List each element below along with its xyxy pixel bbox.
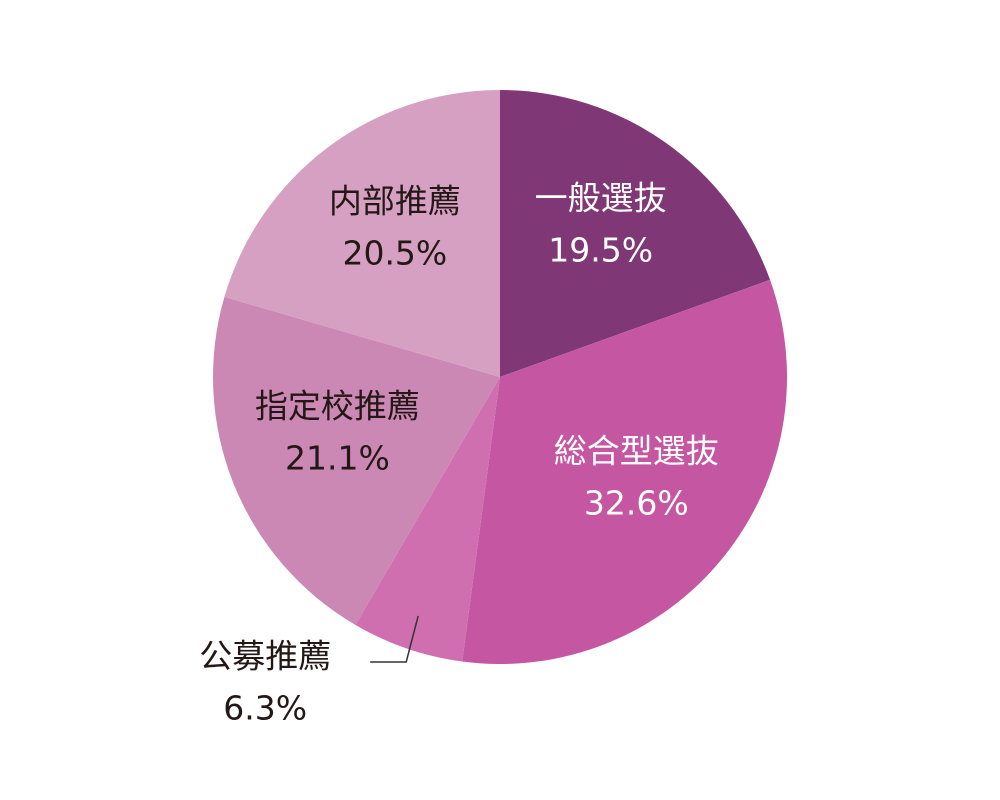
leader-line xyxy=(370,615,419,663)
slice-label: 公募推薦 xyxy=(199,636,331,675)
slice-label: 内部推薦 xyxy=(329,181,461,220)
pie-slice xyxy=(500,90,771,377)
pie-slice xyxy=(462,279,788,664)
pie-slice xyxy=(355,377,500,662)
value-label: 20.5% xyxy=(342,233,447,272)
value-label: 6.3% xyxy=(223,688,307,727)
slice-label: 指定校推薦 xyxy=(255,386,420,425)
slice-label: 一般選抜 xyxy=(535,178,667,217)
value-label: 32.6% xyxy=(584,483,689,522)
value-label: 19.5% xyxy=(548,230,653,269)
slice-label: 総合型選抜 xyxy=(554,431,719,470)
pie-slice xyxy=(212,296,500,625)
value-label: 21.1% xyxy=(285,438,390,477)
pie-slice xyxy=(224,90,501,377)
